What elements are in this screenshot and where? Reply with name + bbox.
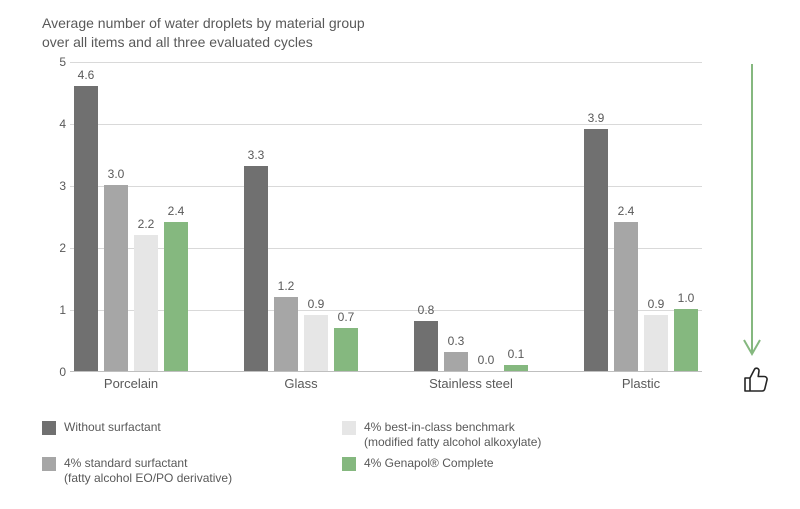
bar-value-label: 3.9 bbox=[576, 111, 616, 125]
bar-value-label: 0.3 bbox=[436, 334, 476, 348]
bar bbox=[104, 185, 128, 371]
bar bbox=[244, 166, 268, 371]
legend-swatch bbox=[342, 457, 356, 471]
bar-value-label: 0.7 bbox=[326, 310, 366, 324]
bar bbox=[304, 315, 328, 371]
bar bbox=[164, 222, 188, 371]
plot-region: 0123454.63.02.22.43.31.20.90.70.80.30.00… bbox=[70, 62, 702, 372]
bar bbox=[414, 321, 438, 371]
bar-value-label: 2.4 bbox=[156, 204, 196, 218]
chart-title: Average number of water droplets by mate… bbox=[42, 14, 365, 52]
bar-value-label: 0.8 bbox=[406, 303, 446, 317]
bar bbox=[274, 297, 298, 371]
bar bbox=[644, 315, 668, 371]
bar-value-label: 2.2 bbox=[126, 217, 166, 231]
legend-item: Without surfactant bbox=[42, 420, 322, 435]
bar-value-label: 4.6 bbox=[66, 68, 106, 82]
bar-value-label: 1.2 bbox=[266, 279, 306, 293]
bar bbox=[134, 235, 158, 371]
bar bbox=[584, 129, 608, 371]
category-label: Plastic bbox=[622, 376, 660, 391]
bar-value-label: 0.1 bbox=[496, 347, 536, 361]
bar-value-label: 3.3 bbox=[236, 148, 276, 162]
down-arrow-icon bbox=[740, 62, 780, 402]
bar-value-label: 1.0 bbox=[666, 291, 706, 305]
legend-item: 4% standard surfactant(fatty alcohol EO/… bbox=[42, 456, 322, 486]
y-tick-label: 5 bbox=[48, 55, 66, 69]
category-label: Stainless steel bbox=[429, 376, 513, 391]
legend-item: 4% best-in-class benchmark(modified fatt… bbox=[342, 420, 622, 450]
category-label: Porcelain bbox=[104, 376, 158, 391]
legend-swatch bbox=[42, 421, 56, 435]
result-indicator bbox=[740, 62, 780, 402]
bar bbox=[74, 86, 98, 371]
thumbs-up-icon bbox=[740, 362, 774, 396]
bar bbox=[334, 328, 358, 371]
y-tick-label: 1 bbox=[48, 303, 66, 317]
legend-label: 4% standard surfactant(fatty alcohol EO/… bbox=[64, 456, 232, 486]
legend-swatch bbox=[342, 421, 356, 435]
gridline bbox=[70, 62, 702, 63]
y-tick-label: 2 bbox=[48, 241, 66, 255]
category-label: Glass bbox=[284, 376, 317, 391]
legend-item: 4% Genapol® Complete bbox=[342, 456, 622, 471]
y-tick-label: 0 bbox=[48, 365, 66, 379]
y-tick-label: 3 bbox=[48, 179, 66, 193]
legend-label: 4% Genapol® Complete bbox=[364, 456, 494, 471]
y-tick-label: 4 bbox=[48, 117, 66, 131]
bar bbox=[504, 365, 528, 371]
bar bbox=[444, 352, 468, 371]
legend-swatch bbox=[42, 457, 56, 471]
title-line-2: over all items and all three evaluated c… bbox=[42, 34, 313, 50]
legend-label: 4% best-in-class benchmark(modified fatt… bbox=[364, 420, 541, 450]
bar-value-label: 2.4 bbox=[606, 204, 646, 218]
bar bbox=[614, 222, 638, 371]
bar-value-label: 3.0 bbox=[96, 167, 136, 181]
title-line-1: Average number of water droplets by mate… bbox=[42, 15, 365, 31]
bar bbox=[674, 309, 698, 371]
legend-label: Without surfactant bbox=[64, 420, 161, 435]
chart-area: 0123454.63.02.22.43.31.20.90.70.80.30.00… bbox=[42, 62, 702, 392]
